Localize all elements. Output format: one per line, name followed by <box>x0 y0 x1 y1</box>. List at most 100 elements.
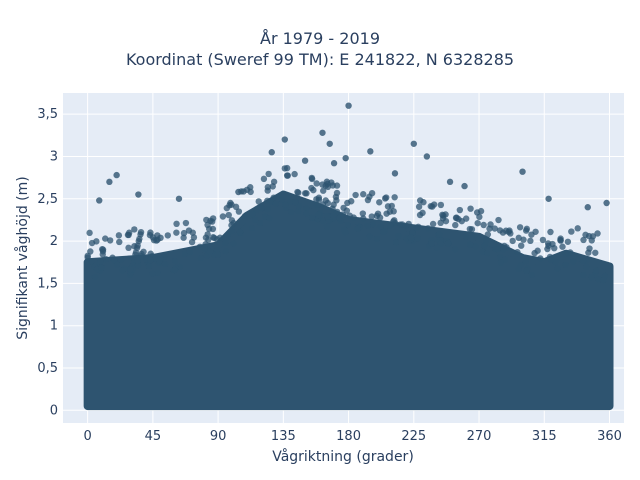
data-point <box>466 241 474 248</box>
data-point <box>391 194 398 201</box>
data-point <box>482 237 490 244</box>
data-point <box>264 183 272 191</box>
data-point <box>594 230 601 237</box>
data-point <box>84 254 91 261</box>
data-point <box>410 140 418 147</box>
data-point <box>303 210 310 217</box>
data-point <box>117 256 125 263</box>
data-point <box>227 199 234 207</box>
data-point <box>171 266 179 274</box>
data-point <box>391 170 399 177</box>
data-point <box>514 248 521 256</box>
data-point <box>286 198 294 205</box>
data-point <box>368 213 375 220</box>
data-point <box>518 242 525 249</box>
data-point <box>474 219 481 227</box>
data-point <box>228 217 236 224</box>
data-point <box>515 266 522 273</box>
data-point <box>266 214 273 222</box>
data-point <box>134 257 141 264</box>
data-point <box>264 197 271 205</box>
data-point <box>114 261 121 268</box>
data-point <box>580 236 587 244</box>
y-tick-label: 1 <box>50 319 58 334</box>
y-tick-label: 0,5 <box>37 361 58 376</box>
data-point <box>125 244 132 252</box>
data-point <box>345 102 352 109</box>
data-point <box>446 178 454 186</box>
data-point <box>147 256 154 264</box>
data-point <box>522 258 530 265</box>
data-point <box>154 269 161 277</box>
data-point <box>373 212 381 220</box>
data-point <box>568 228 575 235</box>
data-point <box>484 250 491 257</box>
data-point <box>287 208 295 216</box>
data-point <box>236 228 244 236</box>
y-tick-label: 0 <box>50 403 58 418</box>
data-point <box>452 221 459 229</box>
data-point <box>586 245 593 252</box>
data-point <box>115 232 123 239</box>
data-point <box>531 249 538 257</box>
data-point <box>359 210 367 217</box>
data-point <box>342 154 349 162</box>
data-point <box>603 199 610 207</box>
chart-title: År 1979 - 2019 <box>260 29 380 48</box>
data-point <box>161 260 169 268</box>
data-point <box>270 194 277 201</box>
data-point <box>455 215 462 223</box>
data-point <box>437 240 444 247</box>
x-tick-label: 180 <box>336 429 361 444</box>
data-point <box>180 234 187 241</box>
data-point <box>519 168 526 175</box>
data-point <box>564 238 572 245</box>
data-point <box>423 153 431 160</box>
data-point <box>366 233 373 240</box>
data-point <box>97 258 104 265</box>
data-point <box>473 209 481 216</box>
data-point <box>528 231 535 238</box>
data-point <box>98 264 105 271</box>
data-point <box>405 220 412 228</box>
data-point <box>313 201 321 209</box>
data-point <box>206 248 214 255</box>
data-point <box>258 204 265 212</box>
data-point <box>135 191 142 198</box>
data-point <box>116 238 123 246</box>
data-point <box>241 212 249 220</box>
data-point <box>209 225 217 233</box>
y-tick-label: 3,5 <box>37 107 58 122</box>
data-point <box>157 234 164 242</box>
y-axis-title: Signifikant våghöjd (m) <box>14 176 31 339</box>
data-point <box>437 201 445 209</box>
data-point <box>481 242 488 250</box>
data-point <box>308 184 315 192</box>
data-point <box>501 242 508 250</box>
data-point <box>429 220 437 228</box>
data-point <box>113 171 120 179</box>
data-point <box>344 221 352 229</box>
data-point <box>323 223 331 230</box>
data-point <box>462 215 470 222</box>
data-point <box>369 220 377 228</box>
data-point <box>247 188 254 196</box>
data-point <box>382 194 390 201</box>
data-point <box>222 239 229 247</box>
data-point <box>93 238 100 245</box>
data-point <box>138 250 145 258</box>
data-point <box>509 237 516 245</box>
x-ticks: 0 45 90 135 180 225 270 315 360 <box>84 429 622 444</box>
data-point <box>480 221 487 229</box>
data-point <box>333 208 341 216</box>
data-point <box>127 265 134 273</box>
data-point <box>528 271 535 278</box>
data-point <box>427 203 434 210</box>
data-point <box>583 264 590 271</box>
data-point <box>225 211 232 219</box>
data-point <box>593 267 600 274</box>
data-point <box>235 208 243 215</box>
data-point <box>491 225 498 232</box>
data-point <box>580 271 587 279</box>
